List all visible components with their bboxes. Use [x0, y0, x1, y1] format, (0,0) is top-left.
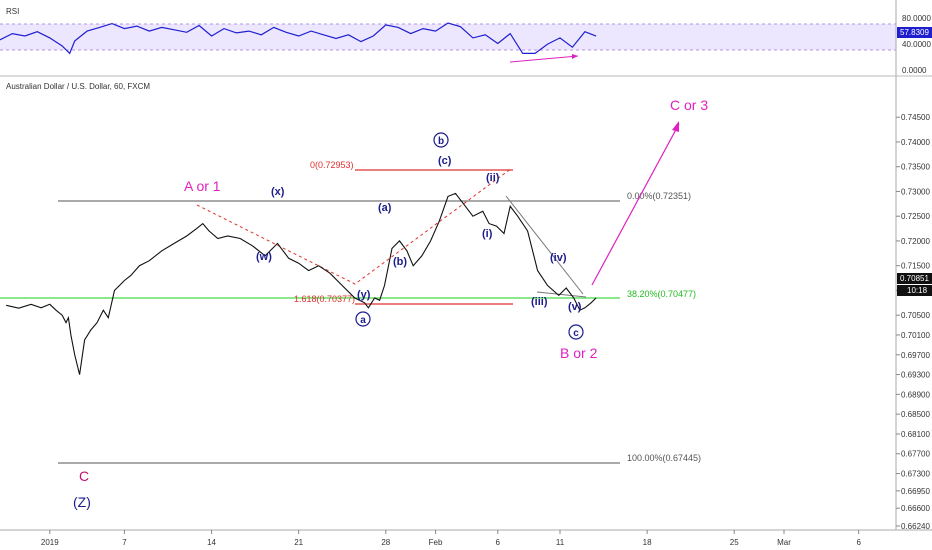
rsi-value-label: 57.8309	[900, 28, 929, 37]
wedge-lower-line	[536, 291, 587, 298]
ext-0-label: 0(0.72953)	[310, 160, 354, 170]
projection-arrowhead	[672, 121, 679, 132]
wave-iv-label: (iv)	[550, 252, 567, 264]
time-tick-label: 11	[556, 538, 565, 547]
projection-arrow	[591, 123, 680, 286]
wedge-upper-line	[505, 195, 584, 295]
price-tick-label: 0.67300	[901, 470, 930, 479]
time-tick-label: Feb	[429, 538, 443, 547]
price-tick-label: 0.73000	[901, 187, 930, 196]
price-tick-label: 0.69700	[901, 351, 930, 360]
rsi-series-line	[0, 22, 597, 55]
time-tick-label: 6	[496, 538, 501, 547]
price-tick-label: 0.68500	[901, 410, 930, 419]
price-series-line	[6, 192, 597, 375]
time-tick-label: 2019	[41, 538, 59, 547]
price-tick-label: 0.68900	[901, 390, 930, 399]
last-price-label: 0.70851	[900, 274, 929, 283]
wave-c-or-3-label: C or 3	[670, 97, 708, 113]
time-tick-label: 18	[643, 538, 652, 547]
rsi-tick-80: 80.0000	[902, 14, 931, 23]
price-tick-label: 0.66240	[901, 522, 930, 531]
price-tick-label: 0.71500	[901, 262, 930, 271]
price-tick-label: 0.66950	[901, 487, 930, 496]
price-tick-label: 0.66600	[901, 504, 930, 513]
rsi-divergence-arrow	[509, 55, 579, 63]
fib-382-label: 38.20%(0.70477)	[627, 289, 696, 299]
wave-b-or-2-label: B or 2	[560, 345, 598, 361]
circle-a-marker	[355, 311, 371, 327]
time-axis: 2019 7 14 21 28 Feb 6 11 18 25 Mar 6	[41, 530, 861, 547]
circle-b-label: b	[438, 136, 444, 147]
wave-iii-label: (iii)	[531, 296, 548, 308]
fib-100-label: 100.00%(0.67445)	[627, 453, 701, 463]
circle-c-marker	[568, 324, 584, 340]
price-tick-label: 0.72500	[901, 212, 930, 221]
price-title: Australian Dollar / U.S. Dollar, 60, FXC…	[6, 82, 150, 91]
fib-0-label: 0.00%(0.72351)	[627, 191, 691, 201]
rsi-divergence-arrowhead	[572, 54, 578, 59]
wave-c-label: (c)	[438, 155, 452, 167]
wave-z-label: (Z)	[73, 494, 91, 510]
time-tick-label: 7	[122, 538, 127, 547]
countdown-box	[897, 285, 932, 296]
time-tick-label: 25	[730, 538, 739, 547]
ext-1618-label: 1.618(0.70377)	[294, 294, 355, 304]
wave-b-label: (b)	[393, 256, 407, 268]
circle-a-label: a	[360, 315, 366, 326]
price-tick-label: 0.70500	[901, 311, 930, 320]
rsi-tick-0: 0.0000	[902, 66, 927, 75]
rsi-tick-40: 40.0000	[902, 40, 931, 49]
wave-a-or-1-label: A or 1	[184, 178, 221, 194]
price-tick-label: 0.68100	[901, 430, 930, 439]
countdown-label: 10:18	[907, 286, 928, 295]
time-tick-label: 21	[294, 538, 303, 547]
time-tick-label: 14	[207, 538, 216, 547]
rsi-value-box	[897, 27, 932, 38]
time-tick-label: 28	[381, 538, 390, 547]
price-tick-label: 0.70100	[901, 331, 930, 340]
circle-c-label: c	[573, 328, 579, 339]
channel-dashed-lines	[196, 167, 513, 285]
rsi-band	[0, 24, 896, 50]
price-tick-label: 0.69300	[901, 371, 930, 380]
wave-ii-label: (ii)	[486, 172, 500, 184]
rsi-title: RSI	[6, 7, 19, 16]
wave-a-label: (a)	[378, 202, 392, 214]
wave-i-label: (i)	[482, 228, 493, 240]
circle-b-marker	[433, 132, 449, 148]
wave-y-label: (y)	[357, 289, 371, 301]
price-tick-label: 0.73500	[901, 163, 930, 172]
price-tick-label: 0.72000	[901, 237, 930, 246]
wave-w-label: (w)	[256, 251, 272, 263]
price-tick-label: 0.67700	[901, 450, 930, 459]
price-tick-label: 0.74500	[901, 113, 930, 122]
time-tick-label: 6	[856, 538, 861, 547]
price-tick-label: 0.74000	[901, 138, 930, 147]
last-price-box	[897, 273, 932, 284]
price-axis: 0.74500 0.74000 0.73500 0.73000 0.72500 0.720…	[896, 113, 930, 531]
wave-x-label: (x)	[271, 186, 285, 198]
time-tick-label: Mar	[777, 538, 791, 547]
wave-v-label: (v)	[568, 301, 582, 313]
wave-c-major-label: C	[79, 468, 89, 484]
